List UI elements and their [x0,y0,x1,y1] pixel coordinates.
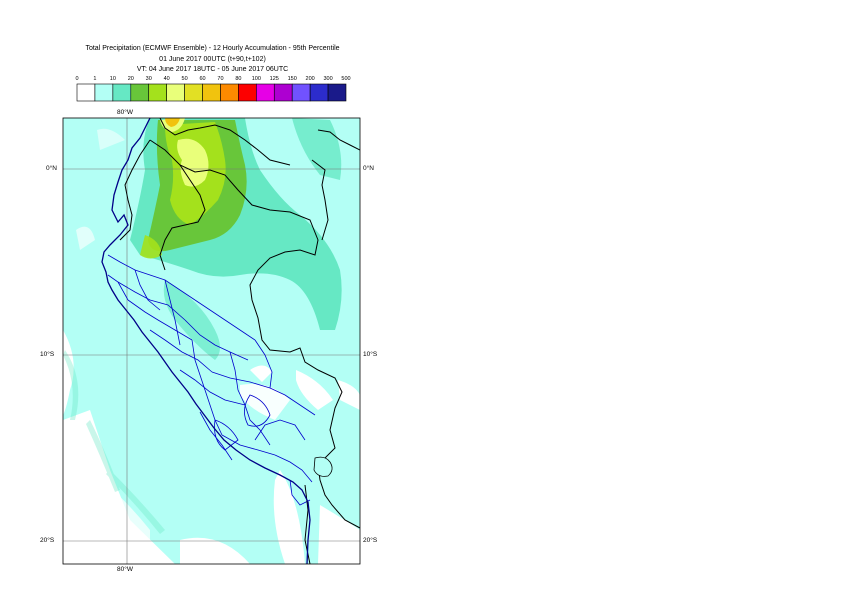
legend-threshold-label: 0 [75,76,78,82]
graticule [63,118,360,564]
lat-label-0-right: 0°N [363,165,374,172]
map-frame [62,117,361,565]
lat-label-20s-right: 20°S [363,537,378,544]
lon-label-bottom: 80°W [117,566,133,573]
legend-threshold-label: 50 [182,76,188,82]
lat-label-0-left: 0°N [46,165,57,172]
valid-time: VT: 04 June 2017 18UTC - 05 June 2017 06… [136,66,289,73]
legend-threshold-label: 10 [110,76,116,82]
region-borders [107,254,316,506]
legend-threshold-label: 150 [288,76,297,82]
legend-threshold-label: 40 [164,76,170,82]
legend-threshold-label: 60 [199,76,205,82]
legend-threshold-label: 300 [323,76,332,82]
legend-swatch [327,83,347,102]
legend-threshold-label: 30 [146,76,152,82]
chart-title: Total Precipitation (ECMWF Ensemble) - 1… [85,45,340,52]
precip-field [130,118,342,360]
legend-threshold-label: 20 [128,76,134,82]
dry-areas [63,128,360,564]
legend-threshold-label: 1 [93,76,96,82]
legend-threshold-label: 500 [341,76,350,82]
coastline [101,118,311,564]
lake-titicaca [313,456,333,477]
legend-threshold-label: 80 [235,76,241,82]
lat-label-10s-right: 10°S [363,351,378,358]
lon-label-top: 80°W [117,109,133,116]
base-time: 01 June 2017 00UTC (t+90,t+102) [159,56,266,63]
precipitation-legend: 0 1 10 20 30 40 50 60 70 80 100 125 150 200 300 500 [75,76,351,102]
legend-threshold-label: 70 [217,76,223,82]
legend-threshold-label: 125 [270,76,279,82]
legend-threshold-label: 200 [306,76,315,82]
lat-label-20s-left: 20°S [40,537,55,544]
lat-label-10s-left: 10°S [40,351,55,358]
legend-threshold-label: 100 [252,76,261,82]
ocean-precip-streaks [63,350,165,534]
